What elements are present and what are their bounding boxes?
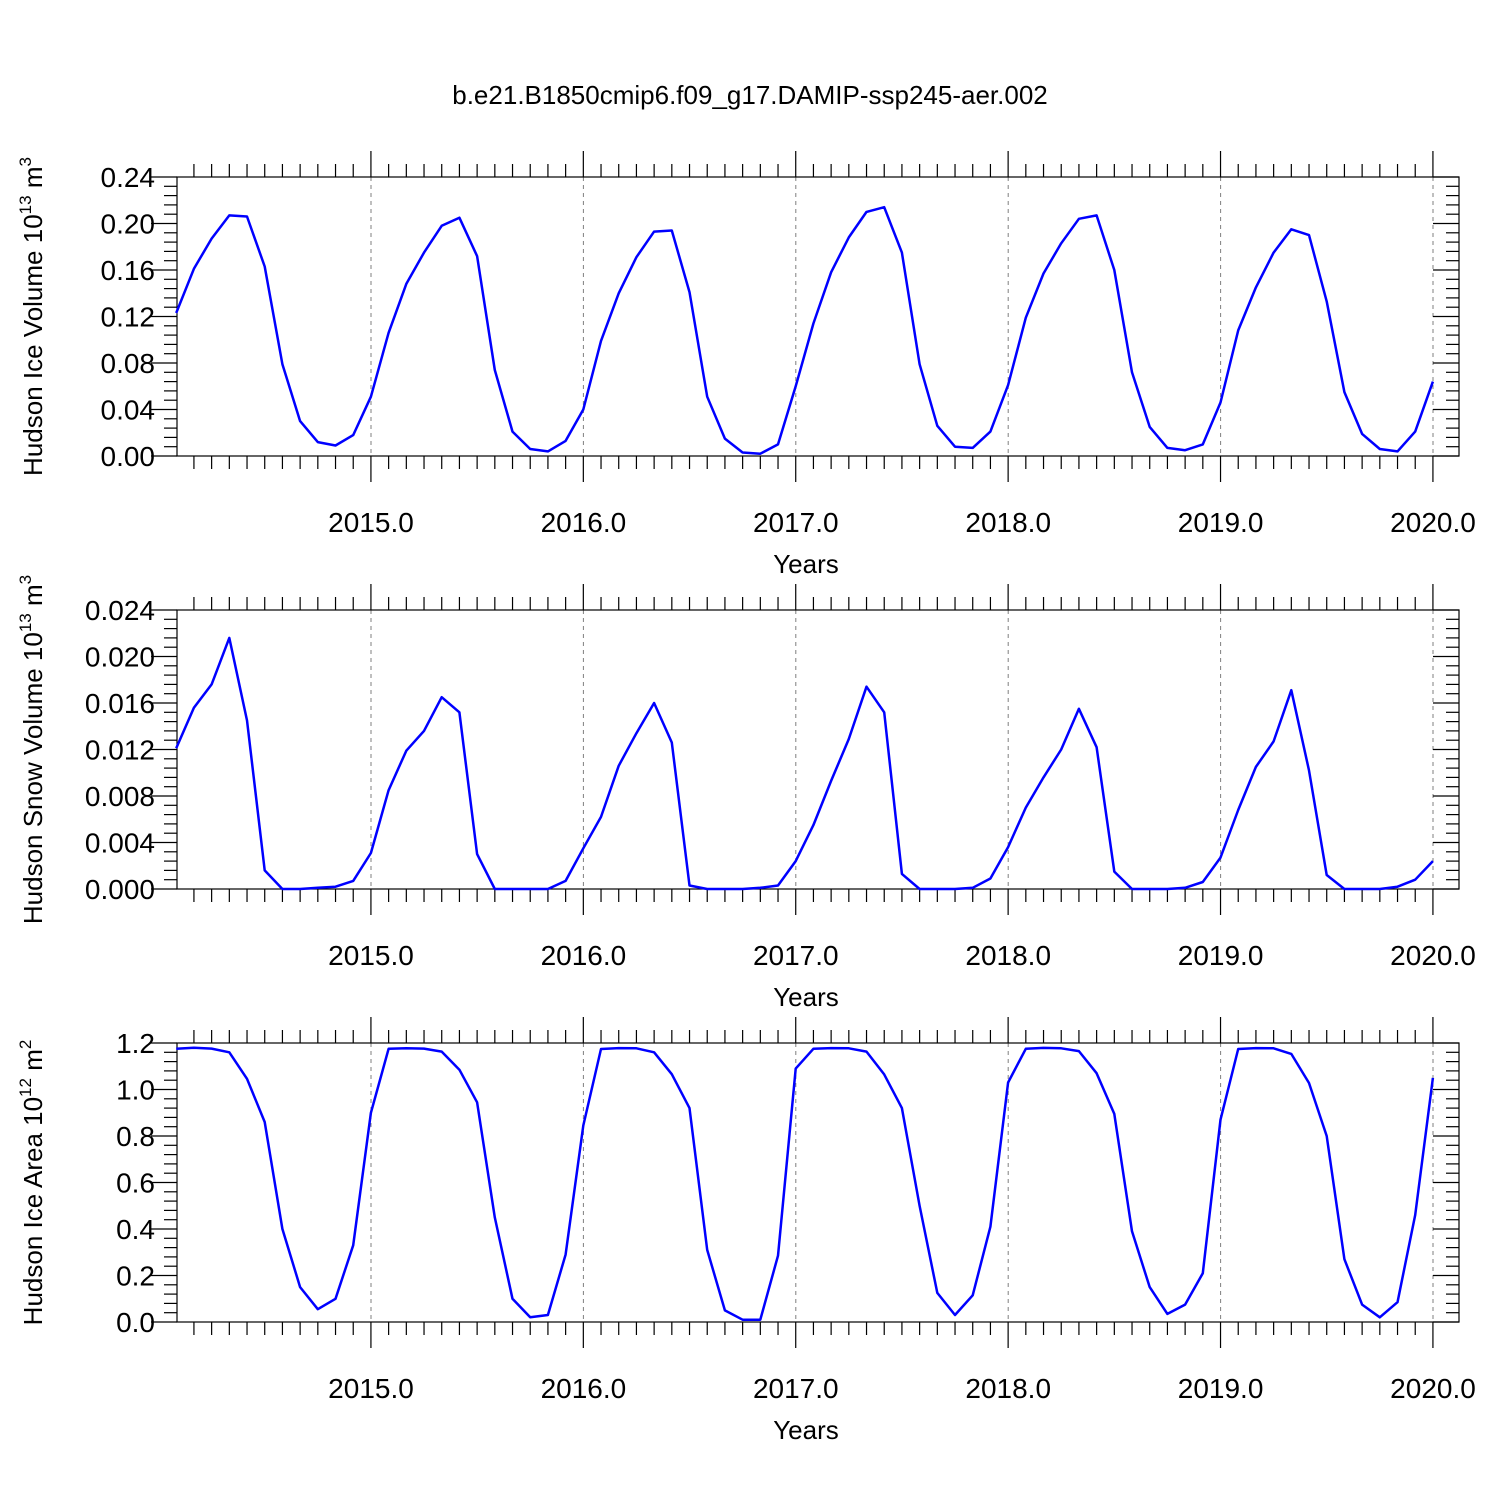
x-tick-label: 2018.0: [965, 507, 1051, 538]
y-tick-label: 0.2: [116, 1261, 155, 1292]
series-line: [175, 636, 1434, 891]
y-tick-label: 0.00: [101, 441, 156, 472]
y-axis-label-unit: m: [18, 1049, 48, 1078]
y-axis-label: Hudson Ice Area 1012 m2: [16, 1040, 48, 1326]
y-tick-label: 0.04: [101, 395, 156, 426]
series-line: [175, 205, 1435, 455]
y-tick-label: 0.008: [85, 781, 155, 812]
y-axis-label-unit-exp: 2: [16, 1040, 35, 1049]
y-tick-label: 0.4: [116, 1214, 155, 1245]
x-tick-label: 2016.0: [541, 1373, 627, 1404]
x-tick-label: 2017.0: [753, 1373, 839, 1404]
y-tick-label: 0.20: [101, 209, 156, 240]
x-tick-label: 2018.0: [965, 1373, 1051, 1404]
y-axis-label-main: Hudson Snow Volume 10: [18, 632, 48, 924]
y-tick-label: 0.004: [85, 828, 155, 859]
x-tick-label: 2020.0: [1390, 507, 1476, 538]
y-tick-label: 0.6: [116, 1168, 155, 1199]
y-axis-label-unit-exp: 3: [16, 157, 35, 166]
y-tick-label: 0.000: [85, 874, 155, 905]
y-axis-label-main: Hudson Ice Volume 10: [18, 214, 48, 476]
y-tick-label: 0.016: [85, 688, 155, 719]
y-axis-label-main: Hudson Ice Area 10: [18, 1097, 48, 1325]
plot-frame: [176, 176, 1460, 457]
figure-title: b.e21.B1850cmip6.f09_g17.DAMIP-ssp245-ae…: [452, 80, 1048, 110]
y-tick-label: 1.0: [116, 1075, 155, 1106]
y-axis-label-exp: 13: [16, 195, 35, 214]
y-tick-label: 0.024: [85, 595, 155, 626]
x-tick-label: 2019.0: [1178, 1373, 1264, 1404]
panel-ice-volume: 2015.0 2016.0 2017.0 2018.0 2019.0 2020.0 Year…: [16, 151, 1476, 579]
y-tick-label: 0.8: [116, 1121, 155, 1152]
x-tick-label: 2018.0: [965, 940, 1051, 971]
x-tick-label: 2020.0: [1390, 940, 1476, 971]
x-tick-label: 2020.0: [1390, 1373, 1476, 1404]
x-tick-label: 2016.0: [541, 507, 627, 538]
x-tick-label: 2015.0: [328, 1373, 414, 1404]
panel-ice-area: 2015.0 2016.0 2017.0 2018.0 2019.0 2020.0 Year…: [16, 1017, 1476, 1445]
y-axis-label-unit-exp: 3: [16, 575, 35, 584]
y-axis-label-exp: 13: [16, 613, 35, 632]
panel-snow-volume: 2015.0 2016.0 2017.0 2018.0 2019.0 2020.0 Year…: [16, 575, 1476, 1012]
y-axis-label-exp: 12: [16, 1078, 35, 1097]
series-line: [176, 1046, 1435, 1321]
x-tick-label: 2017.0: [753, 507, 839, 538]
x-tick-label: 2019.0: [1178, 507, 1264, 538]
y-axis-label-unit: m: [18, 584, 48, 613]
y-axis-label-unit: m: [18, 167, 48, 196]
y-tick-label: 0.24: [101, 162, 156, 193]
x-axis-label: Years: [773, 1415, 839, 1445]
x-tick-label: 2019.0: [1178, 940, 1264, 971]
y-tick-label: 0.12: [101, 302, 156, 333]
plot-frame: [176, 1042, 1460, 1323]
y-axis-label: Hudson Snow Volume 1013 m3: [16, 575, 48, 924]
y-tick-label: 0.16: [101, 255, 156, 286]
y-tick-label: 0.08: [101, 348, 156, 379]
x-axis-label: Years: [773, 982, 839, 1012]
x-tick-label: 2017.0: [753, 940, 839, 971]
x-tick-label: 2016.0: [541, 940, 627, 971]
x-axis-label: Years: [773, 549, 839, 579]
y-tick-label: 0.0: [116, 1307, 155, 1338]
y-tick-label: 0.012: [85, 735, 155, 766]
y-tick-label: 1.2: [116, 1028, 155, 1059]
x-tick-label: 2015.0: [328, 507, 414, 538]
y-tick-label: 0.020: [85, 642, 155, 673]
y-axis-label: Hudson Ice Volume 1013 m3: [16, 157, 48, 476]
x-tick-label: 2015.0: [328, 940, 414, 971]
